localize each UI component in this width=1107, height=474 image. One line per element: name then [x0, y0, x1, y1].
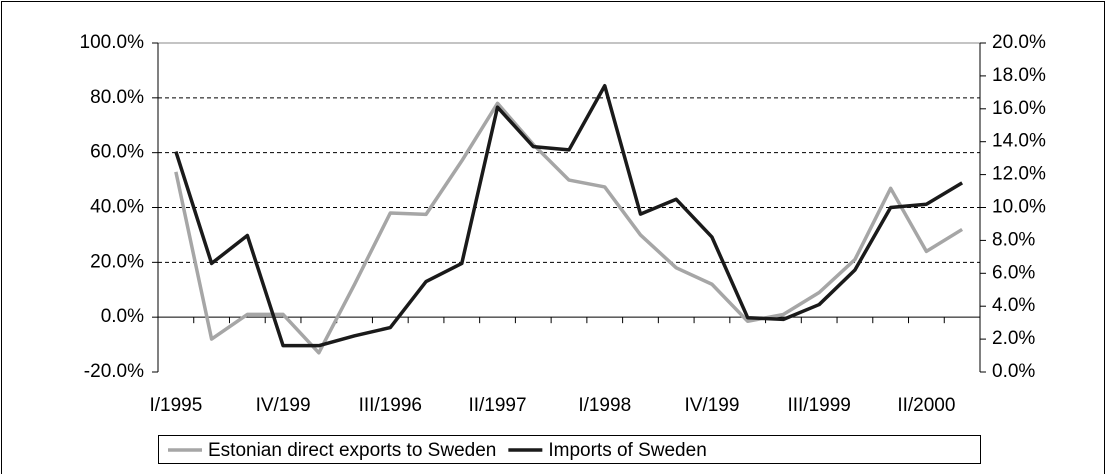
- y-tick-label: 60.0%: [90, 142, 144, 163]
- legend-box: [158, 435, 981, 464]
- y2-tick-label: 8.0%: [992, 229, 1035, 250]
- series-line: [174, 84, 964, 348]
- y-tick-label: 100.0%: [80, 32, 145, 53]
- legend-label: Imports of Sweden: [548, 440, 706, 461]
- y2-tick-label: 10.0%: [992, 197, 1046, 218]
- y2-tick-label: 2.0%: [992, 328, 1035, 349]
- x-tick-label: IV/199: [684, 395, 739, 416]
- y2-tick-label: 18.0%: [992, 65, 1046, 86]
- y2-tick-label: 16.0%: [992, 98, 1046, 119]
- x-tick-label: III/1996: [359, 395, 422, 416]
- x-tick-label: II/1997: [468, 395, 526, 416]
- y2-tick-label: 6.0%: [992, 262, 1035, 283]
- y-tick-label: 80.0%: [90, 87, 144, 108]
- y2-tick-label: 20.0%: [992, 32, 1046, 53]
- y2-tick-label: 4.0%: [992, 295, 1035, 316]
- y-tick-label: 20.0%: [90, 251, 144, 272]
- y-tick-label: 0.0%: [101, 306, 144, 327]
- x-tick-label: I/1995: [149, 395, 202, 416]
- legend-label: Estonian direct exports to Sweden: [208, 440, 496, 461]
- y-tick-label: -20.0%: [84, 361, 144, 382]
- y2-tick-label: 12.0%: [992, 164, 1046, 185]
- series-line: [174, 101, 964, 355]
- y2-tick-label: 0.0%: [992, 361, 1035, 382]
- y2-tick-label: 14.0%: [992, 131, 1046, 152]
- x-tick-label: II/2000: [897, 395, 955, 416]
- y-tick-label: 40.0%: [90, 197, 144, 218]
- x-tick-label: I/1998: [578, 395, 631, 416]
- x-tick-label: IV/199: [256, 395, 311, 416]
- x-tick-label: III/1999: [787, 395, 850, 416]
